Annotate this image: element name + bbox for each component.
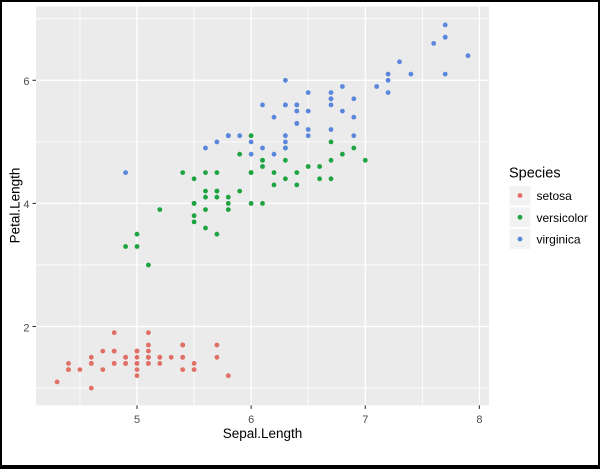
svg-text:6: 6: [248, 414, 254, 426]
svg-text:Petal.Length: Petal.Length: [8, 168, 23, 244]
svg-text:Species: Species: [509, 166, 561, 182]
svg-text:5: 5: [134, 414, 140, 426]
svg-text:7: 7: [362, 414, 368, 426]
svg-text:Sepal.Length: Sepal.Length: [223, 426, 303, 441]
svg-text:6: 6: [23, 76, 29, 88]
svg-text:2: 2: [23, 322, 29, 334]
svg-text:4: 4: [23, 199, 29, 211]
svg-text:versicolor: versicolor: [537, 211, 588, 225]
svg-text:setosa: setosa: [537, 189, 573, 203]
svg-text:virginica: virginica: [537, 233, 581, 247]
svg-text:8: 8: [476, 414, 482, 426]
